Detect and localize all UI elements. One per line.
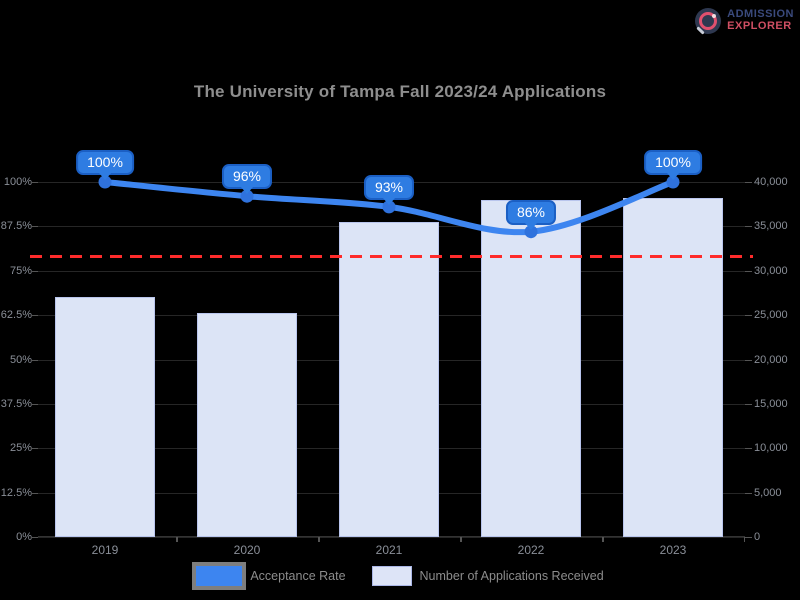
right-tick-mark [745, 537, 752, 538]
brand-wordmark: ADMISSION EXPLORER [727, 9, 794, 32]
left-axis-tick-label: 87.5% [0, 220, 32, 233]
right-tick-mark [745, 492, 752, 494]
left-tick-mark [31, 182, 38, 183]
bar-2019 [55, 297, 155, 537]
left-axis-tick-label: 12.5% [0, 486, 32, 499]
x-tick-mark [176, 537, 178, 542]
right-axis-tick-label: 5,000 [754, 486, 782, 499]
x-tick-mark [743, 537, 745, 542]
legend-item-acceptance-rate[interactable]: Acceptance Rate [196, 566, 346, 586]
magnifier-icon [695, 8, 722, 35]
left-tick-mark [31, 537, 38, 538]
gridline [38, 537, 745, 538]
plot-area: 100% 96% 93% 86% 100% [30, 150, 753, 542]
x-tick-mark [602, 537, 604, 542]
x-axis-label: 2019 [91, 543, 119, 557]
reference-line [30, 255, 753, 259]
left-tick-mark [31, 270, 38, 272]
x-tick-mark [318, 537, 320, 542]
x-tick-mark [459, 537, 461, 542]
left-axis-tick-label: 62.5% [0, 309, 32, 322]
bar-2023 [623, 197, 723, 537]
right-tick-mark [745, 403, 752, 405]
right-axis-tick-label: 10,000 [754, 442, 788, 455]
left-tick-mark [31, 315, 38, 317]
left-axis-tick-label: 50% [9, 353, 32, 366]
legend-swatch-line [196, 566, 243, 586]
bar-2021 [339, 221, 439, 537]
left-axis-tick-label: 0% [16, 531, 32, 543]
right-axis-tick-label: 40,000 [754, 176, 788, 188]
acceptance-rate-line-layer [98, 175, 680, 239]
x-tick-mark [317, 537, 319, 542]
legend-label-acceptance-rate: Acceptance Rate [250, 569, 346, 583]
legend-item-applications[interactable]: Number of Applications Received [371, 566, 604, 586]
x-axis-label: 2022 [517, 543, 545, 557]
point-value-callout: 96% [221, 164, 273, 190]
left-tick-mark [31, 403, 38, 405]
right-tick-mark [745, 270, 752, 272]
point-value-callout: 93% [363, 174, 415, 200]
right-tick-mark [745, 226, 752, 228]
left-axis-tick-label: 37.5% [0, 397, 32, 410]
right-axis-tick-label: 20,000 [754, 353, 788, 366]
right-tick-mark [745, 359, 752, 361]
x-axis-label: 2023 [659, 543, 687, 557]
x-tick-mark [175, 537, 177, 542]
point-value-callout: 100% [644, 150, 702, 175]
right-tick-mark [745, 182, 752, 183]
point-value-callout: 86% [505, 199, 557, 225]
magnifier-ring [699, 12, 718, 30]
point-value-callout: 100% [76, 150, 134, 175]
left-tick-mark [31, 492, 38, 494]
chart-title: The University of Tampa Fall 2023/24 App… [193, 82, 607, 101]
brand-logo: ADMISSION EXPLORER [695, 8, 794, 35]
legend: Acceptance Rate Number of Applications R… [0, 566, 800, 586]
x-axis-label: 2020 [233, 543, 261, 557]
right-axis-tick-label: 15,000 [754, 397, 788, 410]
x-tick-mark [460, 537, 462, 542]
right-tick-mark [745, 448, 752, 450]
x-axis-label: 2021 [375, 543, 403, 557]
magnifier-glint [712, 14, 717, 18]
right-axis-tick-label: 0 [754, 531, 761, 543]
brand-line1: ADMISSION [727, 8, 794, 21]
left-tick-mark [31, 359, 38, 361]
left-axis-tick-label: 100% [3, 176, 32, 188]
right-tick-mark [745, 315, 752, 317]
left-tick-mark [31, 226, 38, 228]
left-tick-mark [31, 448, 38, 450]
x-tick-mark [601, 537, 603, 542]
legend-swatch-bar [371, 566, 412, 586]
right-axis-tick-label: 25,000 [754, 309, 788, 322]
left-axis-tick-label: 75% [9, 264, 32, 277]
brand-line2: EXPLORER [727, 20, 792, 32]
bar-2020 [197, 313, 297, 537]
left-axis-tick-label: 25% [9, 442, 32, 455]
right-axis-tick-label: 30,000 [754, 264, 788, 277]
legend-label-applications: Number of Applications Received [419, 569, 604, 583]
right-axis-tick-label: 35,000 [754, 220, 788, 233]
